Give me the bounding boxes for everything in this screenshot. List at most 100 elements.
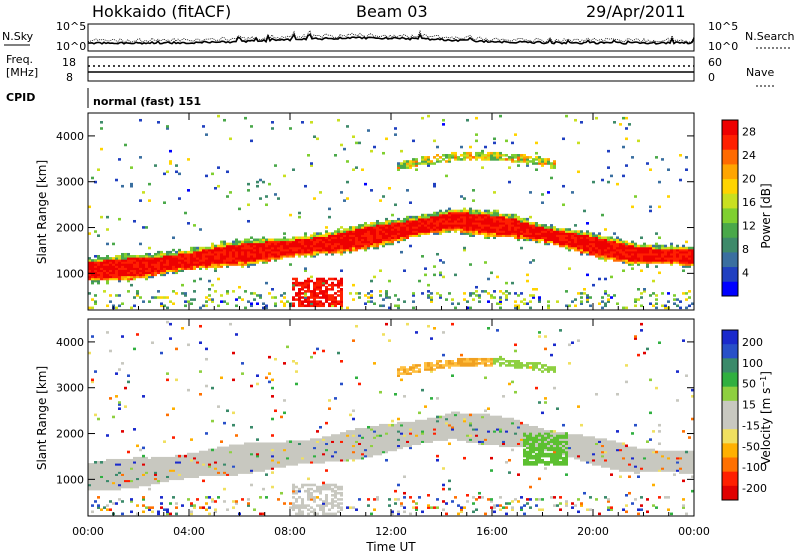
power-cell (190, 248, 193, 252)
power-cell (529, 238, 532, 242)
velocity-cell (160, 479, 163, 483)
velocity-cell (382, 450, 385, 454)
velocity-cell (376, 446, 379, 450)
velocity-cell (142, 504, 145, 507)
power-cell (424, 228, 427, 231)
power-cell (229, 250, 232, 254)
velocity-cell (226, 473, 229, 476)
power-cell (172, 269, 175, 273)
power-cell (592, 244, 595, 248)
velocity-cell (133, 428, 136, 431)
velocity-cell (91, 477, 94, 481)
power-cell (184, 252, 187, 256)
velocity-cell (376, 448, 379, 452)
power-cell (118, 259, 121, 262)
power-cell (403, 269, 406, 273)
velocity-cell (334, 438, 337, 441)
power-cell (199, 246, 202, 250)
velocity-cell (259, 469, 262, 472)
power-cell (610, 257, 613, 260)
power-cell (355, 246, 358, 250)
power-cell (130, 263, 133, 266)
freq-panel: Freq. [MHz] 18 8 60 0 Nave (6, 53, 776, 87)
velocity-cell (88, 483, 91, 487)
power-cell (511, 213, 514, 217)
power-cell (322, 277, 325, 281)
power-cell (298, 281, 301, 285)
power-cell (499, 224, 502, 227)
velocity-cell (145, 506, 148, 509)
power-cell (535, 228, 538, 231)
power-cell (298, 292, 301, 295)
power-cell (466, 213, 469, 217)
velocity-cell (118, 458, 121, 462)
velocity-cell (331, 452, 334, 456)
velocity-cell (208, 454, 211, 458)
velocity-cell (391, 430, 394, 433)
power-cell (598, 302, 601, 306)
power-cell (166, 255, 169, 258)
power-cell (331, 277, 334, 281)
velocity-cell (133, 458, 136, 462)
velocity-cell (337, 487, 340, 491)
velocity-cell (268, 450, 271, 454)
velocity-cell (232, 469, 235, 472)
power-cell (556, 234, 559, 237)
power-cell (157, 269, 160, 273)
velocity-cell (253, 444, 256, 448)
power-cell (301, 121, 304, 124)
velocity-cell (322, 502, 325, 505)
velocity-cell (106, 487, 109, 491)
power-cell (361, 240, 364, 244)
velocity-cell (385, 442, 388, 446)
velocity-cell (340, 454, 343, 458)
velocity-cell (253, 448, 256, 452)
velocity-cell (280, 456, 283, 460)
velocity-cell (103, 473, 106, 476)
power-cell (166, 257, 169, 260)
velocity-cell (145, 463, 148, 466)
velocity-cell (154, 469, 157, 472)
power-cell (661, 257, 664, 260)
power-cell (487, 300, 490, 303)
power-cell (325, 236, 328, 240)
power-colorbar-label: Power [dB] (759, 183, 773, 248)
power-cell (451, 215, 454, 219)
power-cell (340, 230, 343, 233)
power-cell (499, 298, 502, 301)
velocity-cell (289, 446, 292, 450)
velocity-cell (352, 446, 355, 450)
power-cell (214, 265, 217, 268)
power-cell (472, 226, 475, 229)
power-cell (109, 269, 112, 273)
velocity-cell (91, 485, 94, 489)
power-cell (436, 252, 439, 256)
power-cell (517, 217, 520, 221)
velocity-cell (376, 438, 379, 441)
velocity-cell (340, 452, 343, 456)
velocity-cell (166, 479, 169, 483)
velocity-cell (226, 446, 229, 450)
velocity-cell (238, 463, 241, 466)
power-cell (511, 232, 514, 235)
power-cell (670, 242, 673, 246)
velocity-cell (337, 444, 340, 448)
power-cell (100, 257, 103, 260)
power-cell (586, 246, 589, 250)
velocity-cell (370, 432, 373, 435)
velocity-cell (355, 508, 358, 512)
power-cell (94, 265, 97, 268)
velocity-cell (316, 496, 319, 499)
power-cell (88, 269, 91, 273)
power-cell (496, 217, 499, 221)
power-cell (247, 246, 250, 250)
velocity-cell (232, 461, 235, 464)
velocity-cell (304, 483, 307, 487)
power-cell (493, 230, 496, 233)
velocity-cell (181, 463, 184, 466)
velocity-cell (154, 471, 157, 474)
velocity-cell (124, 463, 127, 466)
power-cell (430, 292, 433, 295)
power-cell (121, 259, 124, 262)
power-cell (448, 160, 451, 163)
